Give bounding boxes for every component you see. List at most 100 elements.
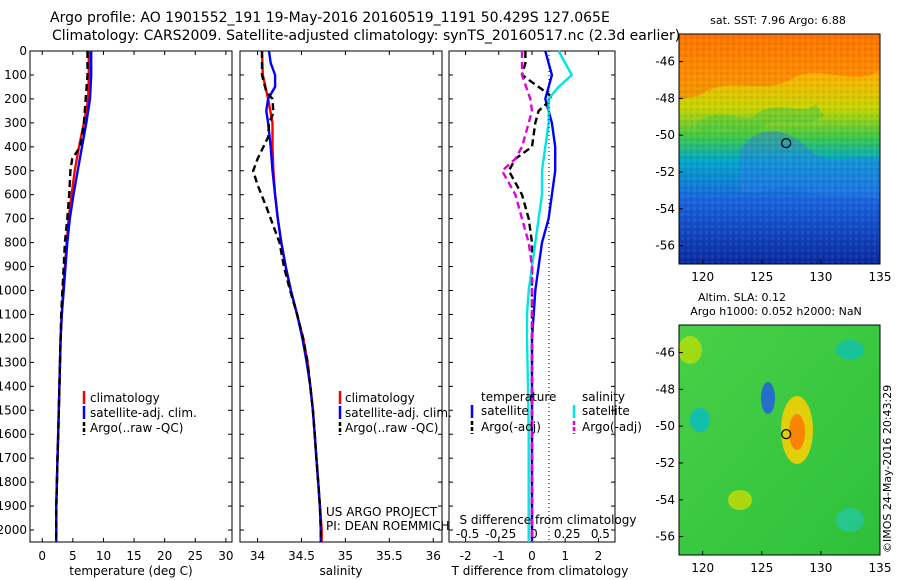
series-line-argo-raw-qc	[251, 51, 322, 542]
sla-map-frame	[678, 324, 881, 556]
legend-header-temperature: temperature	[481, 390, 556, 404]
sst-map-title: sat. SST: 7.96 Argo: 6.88	[710, 14, 846, 27]
temperature-panel-frame	[29, 50, 233, 543]
map-x-tick-label: 130	[809, 561, 832, 575]
sst-map	[678, 33, 881, 265]
depth-tick-label: 0	[19, 44, 27, 58]
depth-tick-label: 1100	[0, 307, 27, 321]
map-y-tick-label: -52	[655, 165, 675, 179]
map-x-tick-label: 120	[691, 561, 714, 575]
x-tick-label: -1	[493, 549, 505, 563]
depth-tick-label: 600	[4, 188, 27, 202]
temperature-axis-label: temperature (deg C)	[69, 564, 192, 578]
pi-credit: PI: DEAN ROEMMICH	[326, 519, 449, 533]
sla-map-title-1: Altim. SLA: 0.12	[698, 291, 786, 304]
x-tick-label: 15	[126, 549, 141, 563]
depth-tick-label: 100	[4, 68, 27, 82]
project-credit: US ARGO PROJECT	[326, 505, 438, 519]
legend-label-argo: Argo(..raw -QC)	[90, 421, 183, 435]
series-line-argo-raw-qc	[55, 51, 89, 542]
climatology-title: Climatology: CARS2009. Satellite-adjuste…	[52, 28, 681, 44]
x-tick-label: 0	[528, 549, 536, 563]
map-y-tick-label: -52	[655, 456, 675, 470]
legend-label-satellite: satellite-adj. clim.	[345, 406, 452, 420]
sla-high-anomaly-3	[728, 490, 752, 510]
x-tick-label: 36	[426, 549, 441, 563]
x-tick-label: 1	[561, 549, 569, 563]
depth-tick-label: 2000	[0, 523, 27, 537]
x-tick-label: 34.5	[288, 549, 315, 563]
map-x-tick-label: 120	[691, 270, 714, 284]
depth-tick-label: 700	[4, 212, 27, 226]
map-x-tick-label: 135	[869, 270, 892, 284]
x-tick-label: -2	[460, 549, 472, 563]
sla-low-anomaly	[761, 382, 775, 414]
depth-tick-label: 1300	[0, 355, 27, 369]
x-tick-label: 2	[595, 549, 603, 563]
t-difference-axis-label: T difference from climatology	[451, 564, 629, 578]
temperature-legend: climatology satellite-adj. clim. Argo(..…	[82, 391, 197, 435]
profile-title: Argo profile: AO 1901552_191 19-May-2016…	[50, 10, 610, 26]
depth-tick-label: 400	[4, 140, 27, 154]
legend-label-temp-satellite: satellite	[481, 404, 529, 418]
map-y-tick-label: -56	[655, 530, 675, 544]
salinity-legend: climatology satellite-adj. clim. Argo(..…	[338, 391, 452, 435]
x-tick-label: 30	[218, 549, 233, 563]
x-tick-top-label: 0.5	[591, 527, 610, 541]
legend-label-sal-argo: Argo(-adj)	[582, 420, 642, 434]
legend-label-satellite: satellite-adj. clim.	[90, 406, 197, 420]
map-x-tick-label: 135	[869, 561, 892, 575]
sla-low-anomaly-4	[836, 508, 864, 532]
depth-tick-label: 1500	[0, 403, 27, 417]
x-tick-label: 0	[38, 549, 46, 563]
sst-texture	[679, 34, 880, 264]
x-tick-label: 34	[250, 549, 265, 563]
map-y-tick-label: -48	[655, 91, 675, 105]
sla-high-anomaly-core	[789, 414, 805, 450]
depth-tick-label: 1000	[0, 284, 27, 298]
map-y-tick-label: -54	[655, 202, 675, 216]
series-line-satellite	[525, 50, 573, 542]
sla-low-anomaly-2	[690, 408, 710, 432]
x-tick-label: 35	[338, 549, 353, 563]
x-tick-label: 10	[96, 549, 111, 563]
sla-low-anomaly-3	[836, 340, 864, 360]
argo-float-marker	[781, 428, 792, 440]
sla-high-anomaly-2	[678, 336, 702, 364]
map-y-tick-label: -48	[655, 382, 675, 396]
map-y-tick-label: -50	[655, 128, 675, 142]
legend-label-temp-argo: Argo(-adj)	[481, 420, 541, 434]
map-y-tick-label: -46	[655, 55, 675, 69]
x-tick-top-label: -0.25	[485, 527, 516, 541]
depth-tick-label: 1600	[0, 427, 27, 441]
x-tick-top-label: -0.5	[456, 527, 479, 541]
sst-map-frame	[678, 33, 881, 265]
imos-timestamp: ©IMOS 24-May-2016 20:43:29	[881, 385, 894, 553]
x-tick-top-label: 0.25	[554, 527, 581, 541]
x-tick-label: 20	[157, 549, 172, 563]
legend-label-climatology: climatology	[345, 391, 415, 405]
depth-tick-label: 800	[4, 236, 27, 250]
salinity-panel-frame	[239, 50, 443, 543]
legend-label-sal-satellite: satellite	[582, 404, 630, 418]
salinity-axis-label: salinity	[319, 564, 362, 578]
map-y-tick-label: -50	[655, 419, 675, 433]
depth-tick-label: 1800	[0, 475, 27, 489]
depth-tick-label: 900	[4, 260, 27, 274]
depth-tick-label: 500	[4, 164, 27, 178]
legend-label-climatology: climatology	[90, 391, 160, 405]
map-x-tick-label: 125	[750, 270, 773, 284]
map-y-tick-label: -54	[655, 493, 675, 507]
legend-label-argo: Argo(..raw -QC)	[345, 421, 438, 435]
depth-tick-label: 300	[4, 116, 27, 130]
sla-map	[678, 324, 881, 556]
depth-tick-label: 1700	[0, 451, 27, 465]
depth-tick-label: 1900	[0, 499, 27, 513]
argo-float-marker	[781, 137, 792, 149]
x-tick-top-label: 0	[530, 527, 538, 541]
axis-ticks: 0100200300400500600700800900100011001200…	[0, 44, 615, 563]
figure-title: Argo profile: AO 1901552_191 19-May-2016…	[0, 0, 680, 48]
map-y-tick-label: -46	[655, 346, 675, 360]
map-x-tick-label: 130	[809, 270, 832, 284]
